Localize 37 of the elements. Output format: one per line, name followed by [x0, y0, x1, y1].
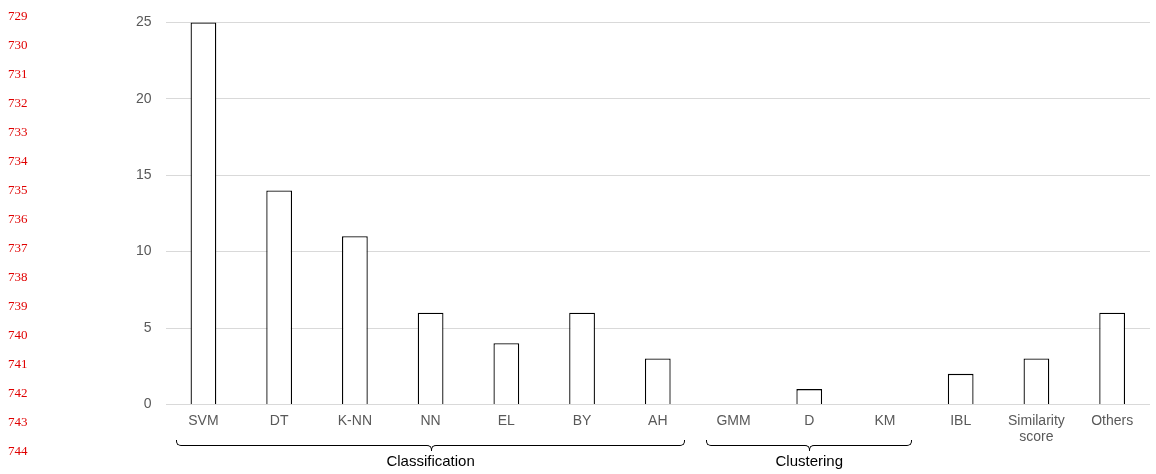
x-tick-label: IBL — [950, 411, 972, 428]
y-tick-label: 25 — [135, 13, 152, 30]
text: Classification — [386, 452, 475, 470]
y-tick-label: 10 — [135, 242, 152, 259]
text: 737 — [8, 240, 28, 256]
y-tick-label: 20 — [135, 89, 152, 106]
y-tick-label: 15 — [135, 166, 152, 183]
text: 743 — [8, 414, 28, 430]
text: 740 — [8, 327, 28, 343]
x-tick-label: D — [804, 411, 815, 428]
text: 738 — [8, 269, 28, 285]
text: 742 — [8, 385, 28, 401]
x-tick-label: Others — [1091, 411, 1134, 428]
text: 731 — [8, 66, 28, 82]
text: 732 — [8, 95, 28, 111]
x-tick-label: K-NN — [337, 411, 372, 428]
text: 729 — [8, 8, 28, 24]
text: 730 — [8, 37, 28, 53]
text: 736 — [8, 211, 28, 227]
x-tick-label: AH — [648, 411, 668, 428]
text: 735 — [8, 182, 28, 198]
text: 741 — [8, 356, 28, 372]
y-tick-label: 5 — [143, 318, 152, 335]
x-tick-label: SVM — [188, 411, 219, 428]
x-tick-label: BY — [572, 411, 593, 428]
x-tick-label: Similarity score — [1008, 411, 1065, 445]
x-tick-label: EL — [497, 411, 516, 428]
text: 739 — [8, 298, 28, 314]
text: 733 — [8, 124, 28, 140]
text: 734 — [8, 153, 28, 169]
text: 744 — [8, 443, 28, 459]
y-tick-label: 0 — [143, 395, 152, 412]
x-tick-label: NN — [420, 411, 441, 428]
x-tick-label: DT — [269, 411, 289, 428]
x-tick-label: KM — [874, 411, 896, 428]
text: Clustering — [775, 452, 843, 470]
x-tick-label: GMM — [716, 411, 751, 428]
